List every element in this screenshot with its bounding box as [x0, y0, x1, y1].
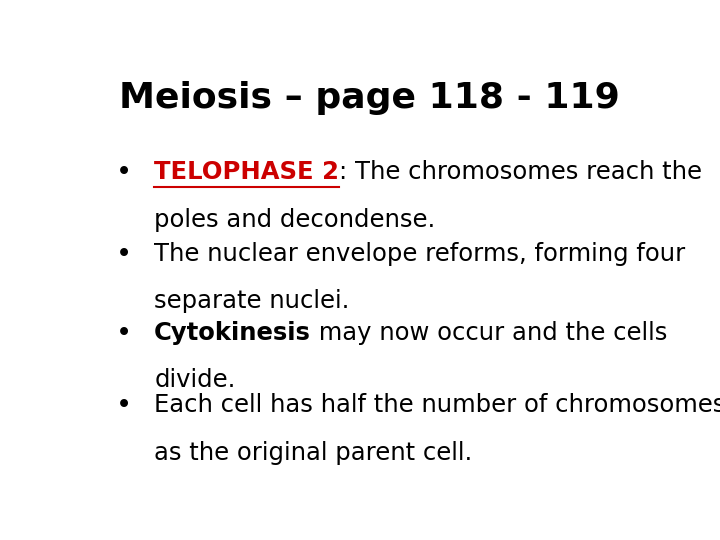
- Text: as the original parent cell.: as the original parent cell.: [154, 441, 472, 465]
- Text: Meiosis – page 118 - 119: Meiosis – page 118 - 119: [119, 82, 619, 116]
- Text: •: •: [115, 160, 132, 186]
- Text: may now occur and the cells: may now occur and the cells: [311, 321, 667, 345]
- Text: Each cell has half the number of chromosomes: Each cell has half the number of chromos…: [154, 393, 720, 417]
- Text: Cytokinesis: Cytokinesis: [154, 321, 311, 345]
- Text: separate nuclei.: separate nuclei.: [154, 289, 349, 313]
- Text: •: •: [115, 241, 132, 267]
- Text: divide.: divide.: [154, 368, 235, 393]
- Text: : The chromosomes reach the: : The chromosomes reach the: [339, 160, 702, 185]
- Text: poles and decondense.: poles and decondense.: [154, 208, 436, 232]
- Text: •: •: [115, 393, 132, 419]
- Text: •: •: [115, 321, 132, 347]
- Text: TELOPHASE 2: TELOPHASE 2: [154, 160, 339, 185]
- Text: The nuclear envelope reforms, forming four: The nuclear envelope reforms, forming fo…: [154, 241, 685, 266]
